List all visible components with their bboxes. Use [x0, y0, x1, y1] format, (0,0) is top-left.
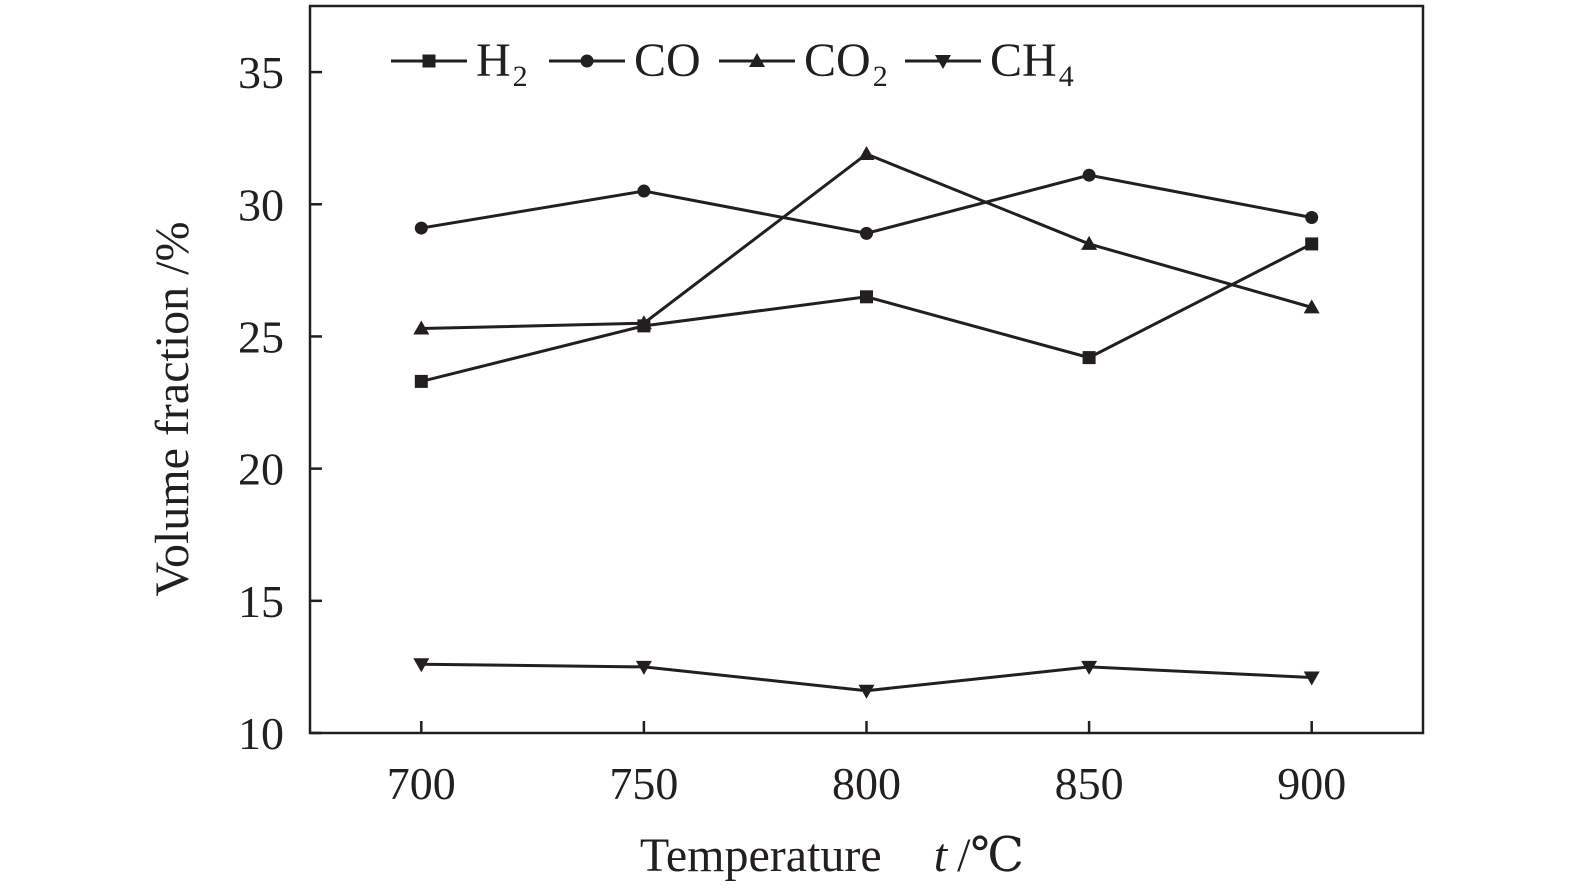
- data-point: [637, 184, 651, 198]
- x-axis: 700 750 800 850 900: [387, 721, 1346, 809]
- y-axis: 10 15 20 25 30 35: [238, 47, 322, 759]
- plot-frame: [308, 4, 1425, 735]
- data-point: [1081, 235, 1098, 250]
- x-tick-label: 850: [1055, 758, 1124, 809]
- data-point: [413, 658, 430, 673]
- x-tick-label: 750: [609, 758, 678, 809]
- data-point: [414, 221, 428, 235]
- data-point: [860, 226, 873, 240]
- legend-label: CH4: [990, 34, 1074, 93]
- series-co: [414, 168, 1319, 240]
- x-axis-label-unit: /℃: [957, 829, 1024, 882]
- y-tick-label: 15: [238, 576, 284, 627]
- data-point: [1305, 210, 1319, 224]
- legend-entry: CO: [549, 34, 701, 87]
- series-line: [421, 173, 1312, 235]
- x-axis-label-main: Temperature: [640, 829, 882, 882]
- legend-label-subscript: 4: [1059, 60, 1074, 93]
- legend-label: CO2: [804, 34, 888, 93]
- y-tick-label: 25: [238, 311, 284, 362]
- legend-marker: [935, 55, 951, 69]
- y-tick-label: 10: [238, 708, 284, 759]
- series-layer: [413, 146, 1320, 699]
- legend-entry: H2: [391, 34, 528, 93]
- legend-label-base: H: [476, 34, 511, 87]
- x-tick-label: 700: [387, 758, 456, 809]
- legend-label-base: CH: [990, 34, 1057, 87]
- legend-marker: [422, 54, 436, 68]
- legend-entry: CO2: [719, 34, 888, 93]
- data-point: [1303, 299, 1320, 314]
- data-point: [635, 315, 652, 330]
- y-tick-label: 35: [238, 47, 284, 98]
- series-co2: [413, 146, 1320, 335]
- data-point: [413, 320, 430, 335]
- series-h2: [414, 237, 1319, 388]
- x-tick-label: 900: [1277, 758, 1346, 809]
- legend-marker: [580, 54, 594, 68]
- data-point: [1082, 351, 1096, 365]
- y-tick-label: 20: [238, 444, 284, 495]
- data-point: [858, 146, 875, 161]
- data-point: [1305, 237, 1319, 251]
- data-point: [1081, 660, 1098, 675]
- data-point: [1082, 168, 1096, 182]
- y-tick-label: 30: [238, 179, 284, 230]
- series-ch4: [413, 658, 1320, 699]
- data-point: [860, 290, 873, 304]
- legend: H2 CO CO2 CH4: [391, 34, 1074, 93]
- legend-label: CO: [634, 34, 701, 87]
- legend-label-subscript: 2: [513, 60, 528, 93]
- data-point: [858, 684, 875, 699]
- x-tick-label: 800: [832, 758, 901, 809]
- x-axis-label-symbol: t: [934, 829, 949, 882]
- legend-entry: CH4: [905, 34, 1074, 93]
- data-point: [635, 660, 652, 675]
- legend-label: H2: [476, 34, 528, 93]
- y-axis-label: Volume fraction /%: [146, 221, 199, 596]
- series-line: [420, 242, 1313, 383]
- x-axis-label: Temperature t/℃: [640, 829, 1024, 882]
- data-point: [1303, 671, 1320, 686]
- legend-marker: [749, 53, 765, 67]
- data-point: [414, 374, 428, 388]
- legend-label-base: CO: [634, 34, 701, 87]
- legend-label-base: CO: [804, 34, 871, 87]
- legend-label-subscript: 2: [873, 60, 888, 93]
